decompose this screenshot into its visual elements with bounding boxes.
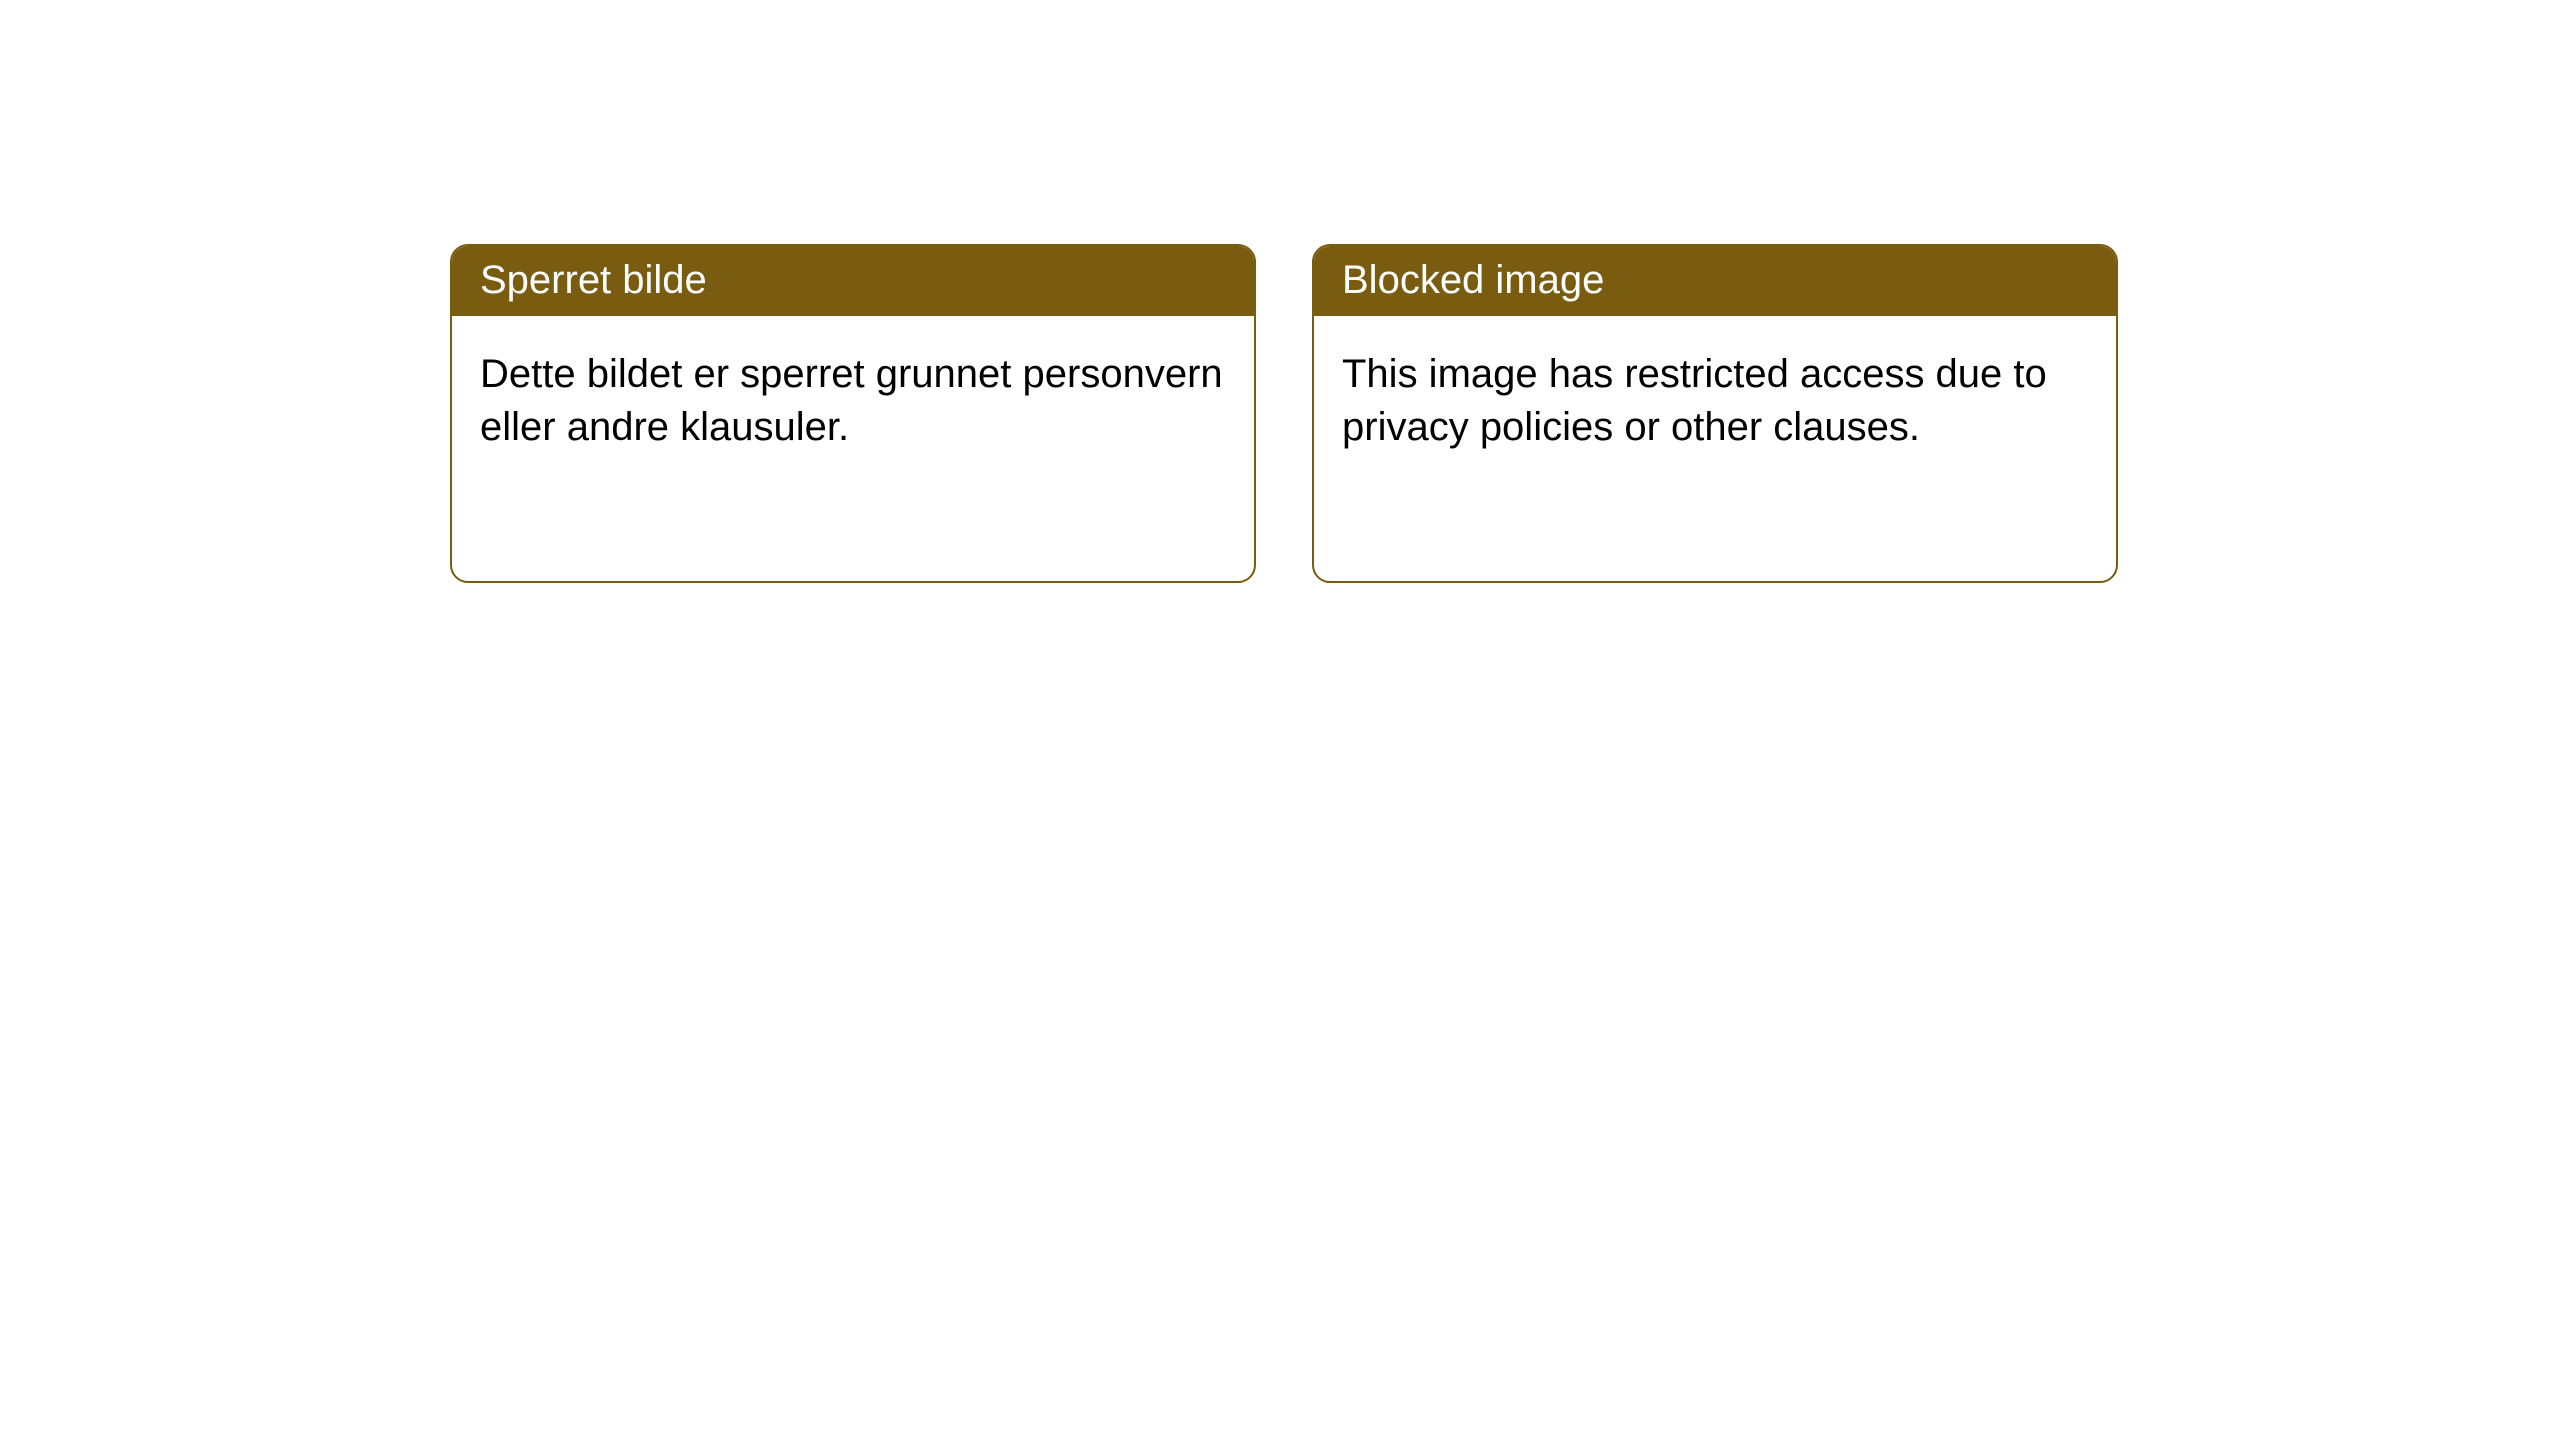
card-header: Blocked image — [1314, 246, 2116, 316]
card-body: This image has restricted access due to … — [1314, 316, 2116, 486]
card-body-text: Dette bildet er sperret grunnet personve… — [480, 352, 1223, 449]
card-body-text: This image has restricted access due to … — [1342, 352, 2047, 449]
card-body: Dette bildet er sperret grunnet personve… — [452, 316, 1254, 486]
blocked-image-card-en: Blocked image This image has restricted … — [1312, 244, 2118, 583]
notice-container: Sperret bilde Dette bildet er sperret gr… — [0, 0, 2560, 583]
blocked-image-card-no: Sperret bilde Dette bildet er sperret gr… — [450, 244, 1256, 583]
card-title: Blocked image — [1342, 258, 1604, 302]
card-header: Sperret bilde — [452, 246, 1254, 316]
card-title: Sperret bilde — [480, 258, 707, 302]
